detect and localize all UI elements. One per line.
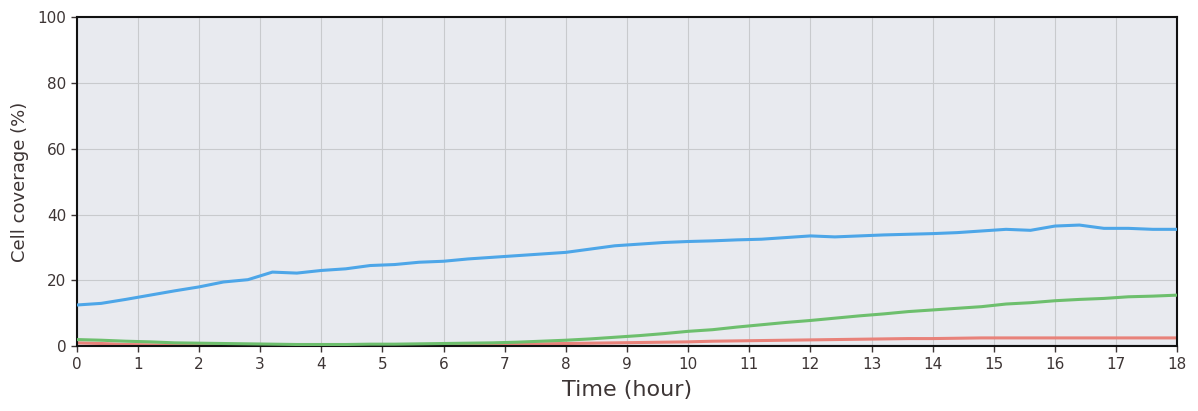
X-axis label: Time (hour): Time (hour) [562,380,692,400]
Y-axis label: Cell coverage (%): Cell coverage (%) [11,102,29,262]
